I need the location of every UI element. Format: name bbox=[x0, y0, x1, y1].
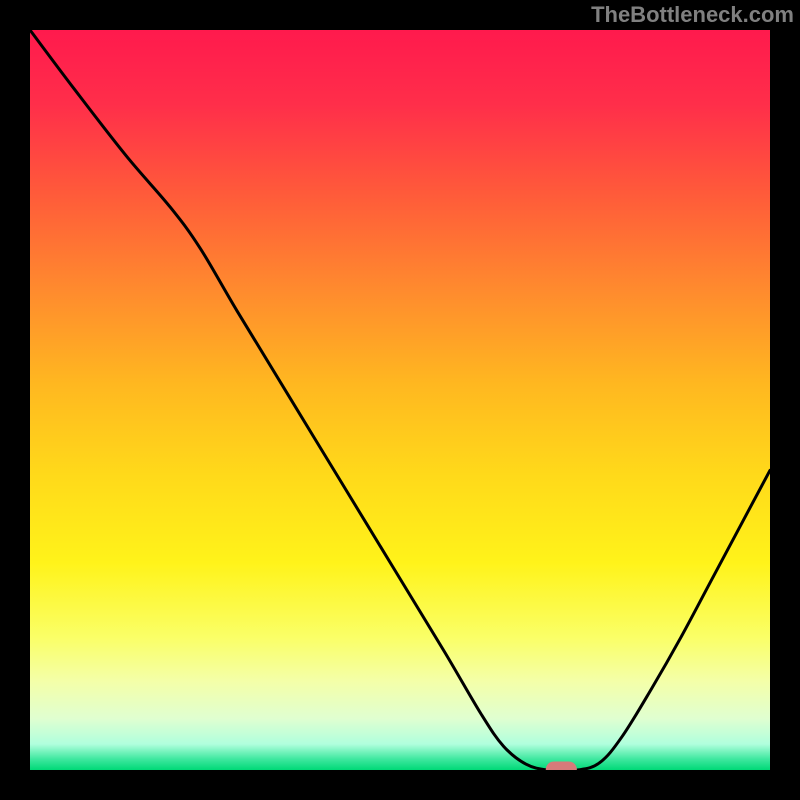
chart-svg bbox=[30, 30, 770, 770]
watermark-text: TheBottleneck.com bbox=[591, 2, 794, 28]
chart-frame bbox=[30, 30, 770, 770]
gradient-background bbox=[30, 30, 770, 770]
optimal-point-marker bbox=[546, 761, 577, 770]
